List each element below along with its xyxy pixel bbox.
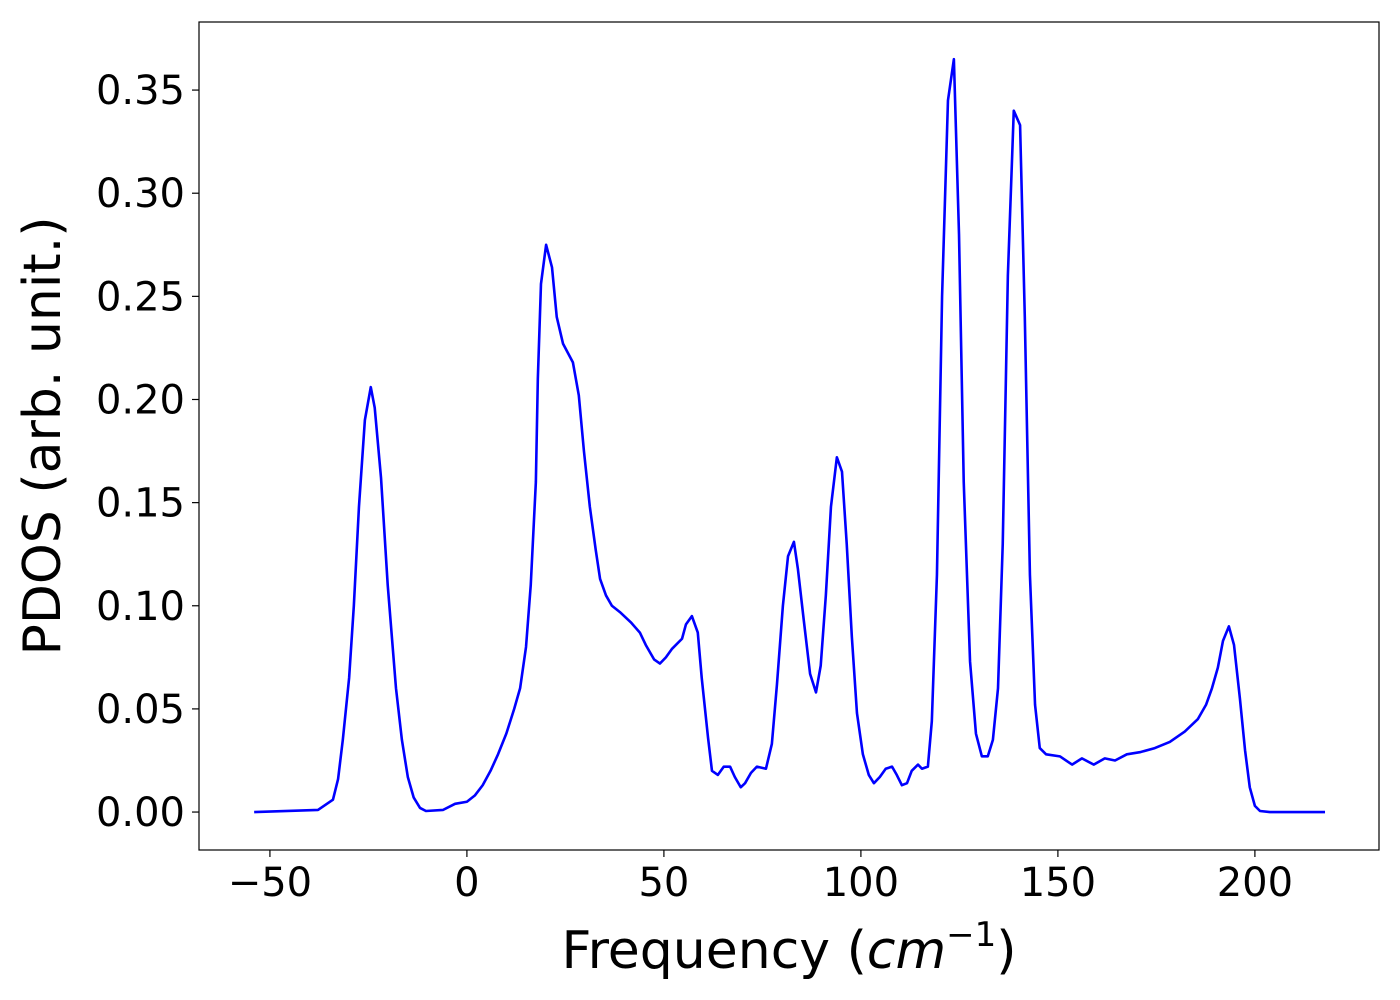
y-tick-label: 0.20 [96,377,185,423]
x-label-sup: −1 [946,915,996,955]
y-tick-label: 0.35 [96,68,185,114]
x-label-end: ) [996,921,1016,981]
x-axis-label: Frequency (cm−1) [561,915,1016,981]
x-tick-label: 150 [1020,860,1096,906]
y-tick-label: 0.10 [96,584,185,630]
y-axis-label: PDOS (arb. unit.) [13,216,73,655]
x-tick-label: −50 [228,860,312,906]
data-line [254,57,1326,814]
y-tick-label: 0.05 [96,687,185,733]
x-tick-label: 0 [454,860,479,906]
y-tick-label: 0.00 [96,790,185,836]
x-tick-label: 50 [638,860,689,906]
x-label-text: Frequency ( [561,921,866,981]
y-tick-label: 0.25 [96,274,185,320]
plot-frame [198,21,1380,851]
x-tick-label: 100 [823,860,899,906]
y-tick-label: 0.15 [96,481,185,527]
x-tick-label: 200 [1217,860,1293,906]
y-tick-label: 0.30 [96,171,185,217]
x-label-math: cm [867,921,946,981]
